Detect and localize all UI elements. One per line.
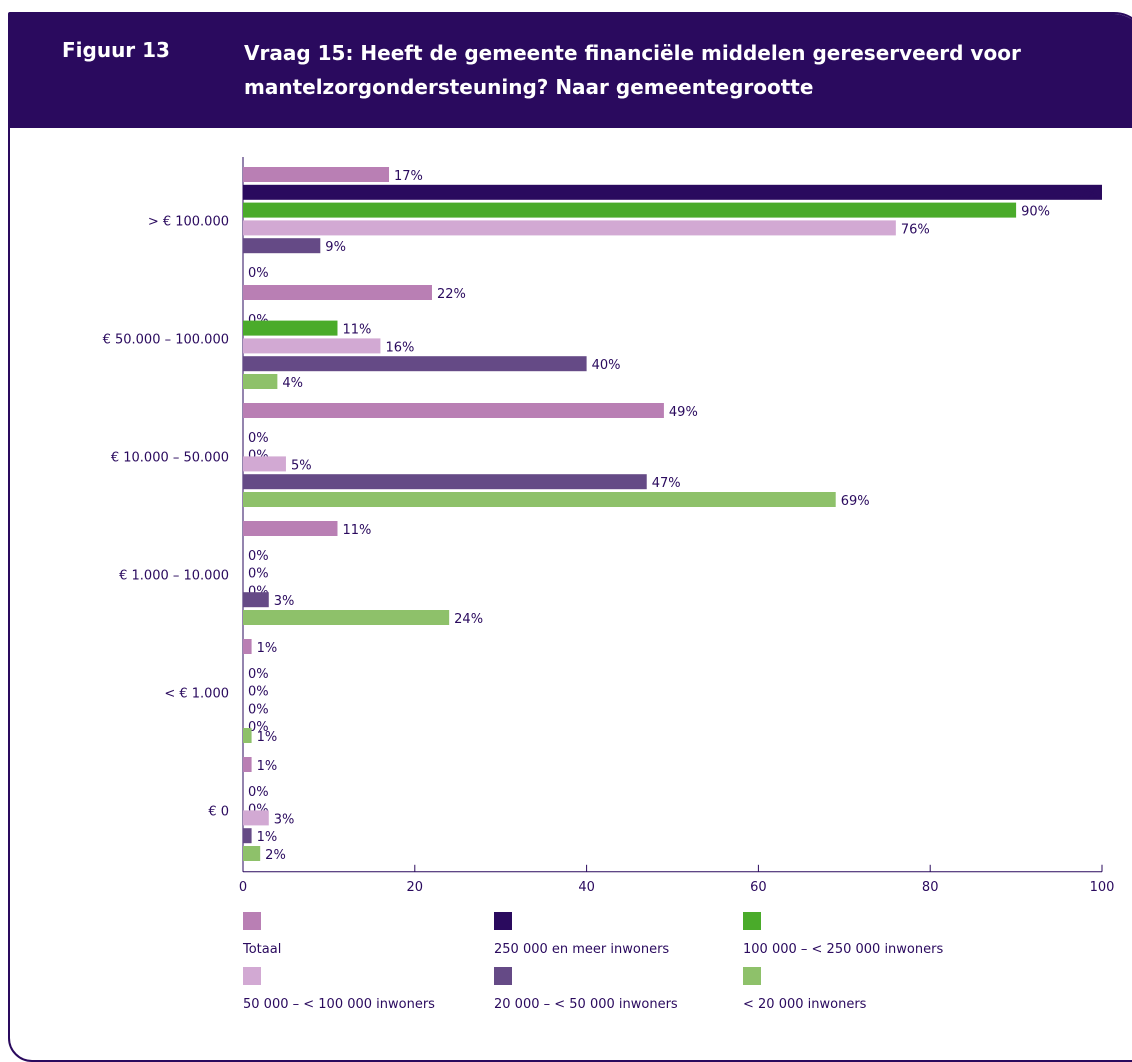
value-label-1-4: 40% — [592, 358, 621, 373]
value-label-0-2: 90% — [1021, 205, 1050, 220]
bar-5-3 — [243, 810, 269, 826]
value-label-2-5: 69% — [841, 494, 870, 509]
bar-0-4 — [243, 238, 321, 254]
category-label-2: € 10.000 – 50.000 — [111, 450, 229, 465]
value-label-5-3: 3% — [274, 812, 295, 827]
legend-label-1: 250 000 en meer inwoners — [494, 942, 669, 957]
category-label-3: € 1.000 – 10.000 — [119, 568, 229, 583]
legend-label-3: 50 000 – < 100 000 inwoners — [243, 997, 435, 1012]
bar-2-4 — [243, 474, 647, 490]
value-label-1-5: 4% — [282, 376, 303, 391]
bar-2-0 — [243, 403, 664, 418]
category-label-1: € 50.000 – 100.000 — [103, 332, 229, 347]
value-label-0-3: 76% — [901, 222, 930, 237]
value-label-0-4: 9% — [325, 240, 346, 255]
value-label-2-3: 5% — [291, 458, 312, 473]
category-label-4: < € 1.000 — [164, 686, 229, 701]
x-tick-label-0: 0 — [239, 880, 247, 895]
bar-1-2 — [243, 320, 338, 336]
x-tick-label-3: 60 — [750, 880, 767, 895]
value-label-1-3: 16% — [385, 340, 414, 355]
value-label-5-0: 1% — [257, 759, 278, 774]
category-label-0: > € 100.000 — [148, 214, 229, 229]
value-label-2-4: 47% — [652, 476, 681, 491]
value-label-3-0: 11% — [342, 523, 371, 538]
bar-5-0 — [243, 757, 252, 772]
legend-swatch-4 — [494, 967, 512, 985]
bar-3-4 — [243, 592, 269, 608]
legend-swatch-1 — [494, 912, 512, 930]
bar-4-0 — [243, 639, 252, 654]
bar-0-3 — [243, 220, 896, 236]
value-label-5-4: 1% — [257, 830, 278, 845]
bar-5-4 — [243, 828, 252, 844]
bar-5-5 — [243, 846, 261, 861]
legend-label-2: 100 000 – < 250 000 inwoners — [743, 942, 943, 957]
value-label-2-0: 49% — [669, 405, 698, 420]
x-tick-label-4: 80 — [922, 880, 939, 895]
bar-2-5 — [243, 492, 836, 507]
figure-label: Figuur 13 — [62, 38, 170, 62]
value-label-5-5: 2% — [265, 848, 286, 863]
value-label-3-2: 0% — [248, 567, 269, 582]
bar-1-5 — [243, 374, 278, 389]
value-label-4-2: 0% — [248, 685, 269, 700]
value-label-4-4: 0% — [248, 720, 269, 735]
x-tick-label-1: 20 — [407, 880, 424, 895]
x-tick-label-5: 100 — [1090, 880, 1115, 895]
value-label-0-5: 0% — [248, 266, 269, 281]
figure-card: Figuur 13 Vraag 15: Heeft de gemeente fi… — [8, 12, 1132, 1062]
figure-header: Figuur 13 Vraag 15: Heeft de gemeente fi… — [10, 14, 1132, 128]
bar-0-2 — [243, 202, 1017, 218]
bar-3-0 — [243, 521, 338, 536]
value-label-3-1: 0% — [248, 549, 269, 564]
bar-3-5 — [243, 610, 450, 625]
legend-swatch-3 — [243, 967, 261, 985]
legend-label-0: Totaal — [242, 942, 281, 957]
bar-0-1 — [243, 184, 1102, 200]
bar-4-5 — [243, 728, 252, 743]
value-label-4-3: 0% — [248, 702, 269, 717]
value-label-1-0: 22% — [437, 287, 466, 302]
x-tick-label-2: 40 — [578, 880, 595, 895]
figure-title: Vraag 15: Heeft de gemeente financiële m… — [244, 41, 1021, 99]
value-label-4-0: 1% — [257, 641, 278, 656]
bar-1-4 — [243, 356, 587, 372]
value-label-0-1: 100% — [1061, 187, 1098, 202]
legend-label-4: 20 000 – < 50 000 inwoners — [494, 997, 678, 1012]
value-label-4-1: 0% — [248, 667, 269, 682]
bar-2-3 — [243, 456, 286, 472]
legend-swatch-2 — [743, 912, 761, 930]
legend-label-5: < 20 000 inwoners — [743, 997, 867, 1012]
bar-1-0 — [243, 285, 432, 300]
value-label-1-2: 11% — [342, 323, 371, 338]
value-label-2-1: 0% — [248, 431, 269, 446]
value-label-5-1: 0% — [248, 785, 269, 800]
value-label-3-5: 24% — [454, 612, 483, 627]
category-label-5: € 0 — [208, 804, 229, 819]
legend-swatch-5 — [743, 967, 761, 985]
legend-swatch-0 — [243, 912, 261, 930]
value-label-4-5: 1% — [257, 730, 278, 745]
value-label-0-0: 17% — [394, 169, 423, 184]
value-label-3-4: 3% — [274, 594, 295, 609]
bar-0-0 — [243, 167, 390, 182]
bar-1-3 — [243, 338, 381, 354]
